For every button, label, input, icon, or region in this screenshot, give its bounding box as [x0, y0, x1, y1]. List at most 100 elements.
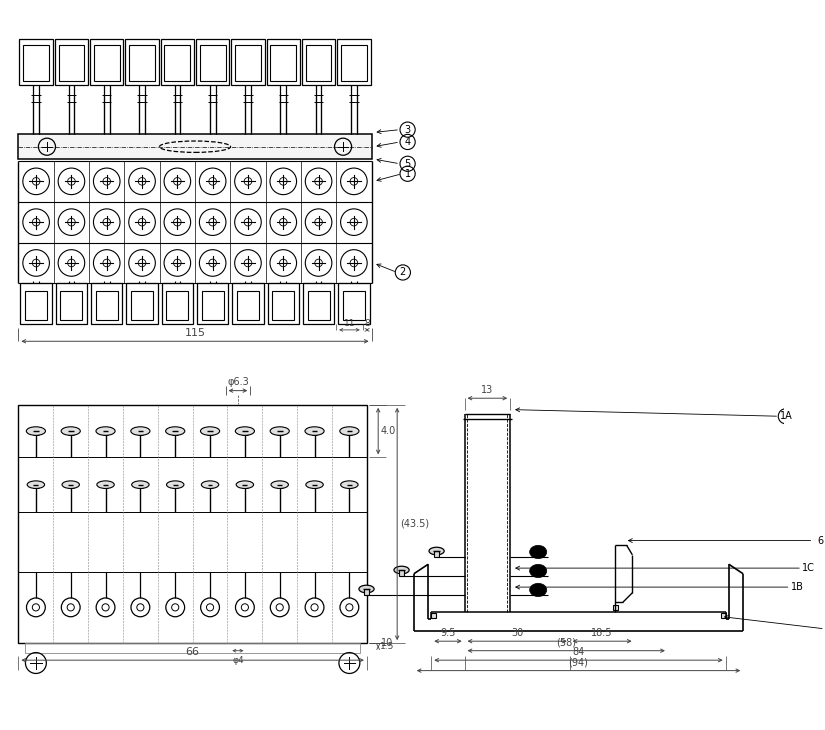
Ellipse shape — [429, 548, 444, 555]
Text: 9.5: 9.5 — [441, 629, 455, 638]
Bar — [55, 283, 87, 324]
Ellipse shape — [236, 481, 253, 488]
Text: (43.5): (43.5) — [400, 519, 429, 529]
Text: 1A: 1A — [780, 411, 792, 421]
Text: (94): (94) — [568, 658, 588, 668]
Text: 10: 10 — [381, 638, 394, 648]
Bar — [302, 39, 335, 85]
Ellipse shape — [341, 481, 358, 488]
Text: 5: 5 — [404, 159, 411, 169]
Bar — [338, 283, 370, 324]
Bar — [91, 283, 122, 324]
Ellipse shape — [200, 427, 219, 435]
Bar — [364, 589, 370, 595]
Ellipse shape — [530, 545, 547, 558]
Bar — [272, 291, 295, 320]
Text: 115: 115 — [185, 328, 205, 339]
Bar — [20, 39, 53, 85]
Bar — [721, 612, 726, 618]
Ellipse shape — [530, 564, 547, 577]
Bar — [398, 570, 404, 576]
Bar — [125, 39, 158, 85]
Text: 84: 84 — [573, 648, 585, 657]
Ellipse shape — [305, 427, 324, 435]
Ellipse shape — [394, 566, 409, 574]
Ellipse shape — [201, 481, 219, 488]
Ellipse shape — [271, 481, 289, 488]
Ellipse shape — [96, 427, 116, 435]
Bar — [59, 45, 84, 81]
Ellipse shape — [26, 427, 45, 435]
Text: 1C: 1C — [802, 563, 815, 573]
Ellipse shape — [61, 427, 80, 435]
Ellipse shape — [97, 481, 114, 488]
Text: 4: 4 — [404, 137, 411, 147]
Text: 11: 11 — [344, 319, 356, 328]
Bar — [613, 605, 618, 610]
Bar — [337, 39, 370, 85]
Ellipse shape — [530, 583, 547, 596]
Ellipse shape — [167, 481, 184, 488]
Text: 4.0: 4.0 — [381, 426, 396, 436]
Ellipse shape — [340, 427, 359, 435]
Bar — [18, 405, 367, 643]
Bar — [231, 39, 265, 85]
Bar — [94, 45, 120, 81]
Ellipse shape — [62, 481, 79, 488]
Bar — [271, 45, 296, 81]
Text: 1: 1 — [404, 169, 411, 179]
Text: φ6.3: φ6.3 — [227, 377, 249, 387]
Bar — [431, 612, 436, 618]
Bar — [232, 283, 264, 324]
Text: 1B: 1B — [791, 582, 804, 592]
Bar — [23, 45, 49, 81]
Text: 66: 66 — [186, 648, 200, 657]
Text: φ4: φ4 — [232, 656, 243, 665]
Ellipse shape — [306, 481, 323, 488]
Bar — [90, 39, 124, 85]
Text: 13: 13 — [481, 385, 493, 396]
Text: 30: 30 — [511, 629, 523, 638]
Bar — [306, 45, 332, 81]
Bar — [167, 291, 188, 320]
Bar — [200, 45, 225, 81]
Bar — [341, 45, 367, 81]
Bar — [266, 39, 300, 85]
Bar — [96, 291, 118, 320]
Bar — [303, 283, 334, 324]
Bar — [162, 283, 193, 324]
Bar — [25, 291, 47, 320]
Bar — [237, 291, 259, 320]
Ellipse shape — [235, 427, 254, 435]
Bar — [196, 39, 229, 85]
Text: (58): (58) — [556, 638, 576, 648]
Bar — [197, 283, 229, 324]
Bar — [308, 291, 330, 320]
Bar — [235, 45, 261, 81]
Bar — [131, 291, 153, 320]
Ellipse shape — [132, 481, 149, 488]
Bar — [18, 134, 371, 159]
Ellipse shape — [166, 427, 185, 435]
Ellipse shape — [270, 427, 290, 435]
Bar — [54, 39, 88, 85]
Text: 6: 6 — [817, 536, 823, 545]
Bar — [267, 283, 299, 324]
Ellipse shape — [359, 585, 374, 593]
Text: 1.5: 1.5 — [380, 642, 394, 651]
Text: 18.5: 18.5 — [592, 629, 613, 638]
Bar — [26, 643, 360, 653]
Bar — [434, 551, 440, 557]
Text: 3: 3 — [404, 125, 411, 134]
Bar — [60, 291, 82, 320]
Bar — [126, 283, 158, 324]
Bar — [161, 39, 194, 85]
Bar — [21, 283, 52, 324]
Ellipse shape — [131, 427, 150, 435]
Text: 2: 2 — [400, 267, 406, 277]
Bar — [164, 45, 191, 81]
Bar — [130, 45, 155, 81]
Bar — [201, 291, 224, 320]
Text: 8: 8 — [365, 319, 370, 328]
Ellipse shape — [27, 481, 45, 488]
